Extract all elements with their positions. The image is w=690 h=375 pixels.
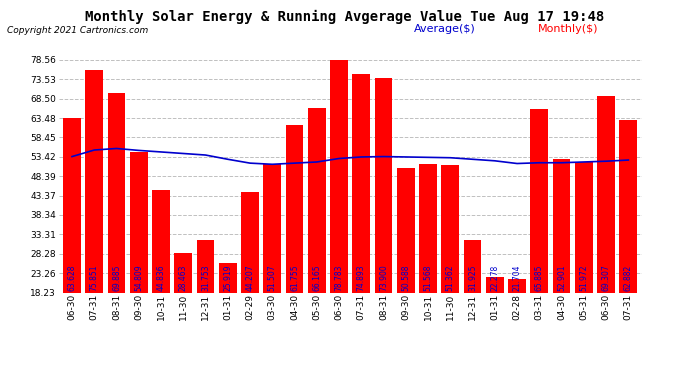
Text: 25.919: 25.919	[224, 264, 233, 291]
Bar	[308, 108, 326, 363]
Bar	[152, 190, 170, 363]
Bar	[486, 277, 504, 363]
Text: 28.463: 28.463	[179, 264, 188, 291]
Text: 65.885: 65.885	[535, 264, 544, 291]
Text: 31.753: 31.753	[201, 264, 210, 291]
Text: 69.885: 69.885	[112, 264, 121, 291]
Bar	[597, 96, 615, 363]
Bar	[419, 164, 437, 363]
Text: 63.628: 63.628	[68, 264, 77, 291]
Text: 61.755: 61.755	[290, 264, 299, 291]
Text: Copyright 2021 Cartronics.com: Copyright 2021 Cartronics.com	[7, 26, 148, 35]
Text: 51.972: 51.972	[580, 264, 589, 291]
Bar	[330, 59, 348, 363]
Text: 54.809: 54.809	[135, 264, 144, 291]
Bar	[264, 164, 282, 363]
Bar	[464, 240, 482, 363]
Bar	[575, 162, 593, 363]
Text: 62.882: 62.882	[624, 264, 633, 291]
Bar	[397, 168, 415, 363]
Text: Monthly Solar Energy & Running Avgerage Value Tue Aug 17 19:48: Monthly Solar Energy & Running Avgerage …	[86, 9, 604, 24]
Text: Monthly($): Monthly($)	[538, 24, 599, 34]
Bar	[375, 78, 393, 363]
Bar	[553, 159, 571, 363]
Text: Average($): Average($)	[414, 24, 475, 34]
Bar	[531, 109, 549, 363]
Text: 69.307: 69.307	[602, 264, 611, 291]
Bar	[130, 152, 148, 363]
Text: 22.278: 22.278	[491, 264, 500, 291]
Bar	[219, 263, 237, 363]
Text: 78.783: 78.783	[335, 264, 344, 291]
Text: 51.362: 51.362	[446, 264, 455, 291]
Bar	[197, 240, 215, 363]
Bar	[442, 165, 460, 363]
Text: 51.507: 51.507	[268, 264, 277, 291]
Text: 73.900: 73.900	[379, 264, 388, 291]
Bar	[620, 120, 638, 363]
Text: 66.165: 66.165	[313, 264, 322, 291]
Text: 52.901: 52.901	[557, 264, 566, 291]
Bar	[286, 125, 304, 363]
Text: 44.836: 44.836	[157, 264, 166, 291]
Bar	[241, 192, 259, 363]
Bar	[63, 117, 81, 363]
Text: 75.851: 75.851	[90, 264, 99, 291]
Text: 44.207: 44.207	[246, 264, 255, 291]
Bar	[508, 279, 526, 363]
Bar	[175, 253, 193, 363]
Text: 50.588: 50.588	[402, 264, 411, 291]
Text: 51.568: 51.568	[424, 264, 433, 291]
Bar	[108, 93, 126, 363]
Text: 21.704: 21.704	[513, 264, 522, 291]
Text: 31.925: 31.925	[468, 264, 477, 291]
Text: 74.893: 74.893	[357, 264, 366, 291]
Bar	[353, 74, 371, 363]
Bar	[86, 70, 104, 363]
